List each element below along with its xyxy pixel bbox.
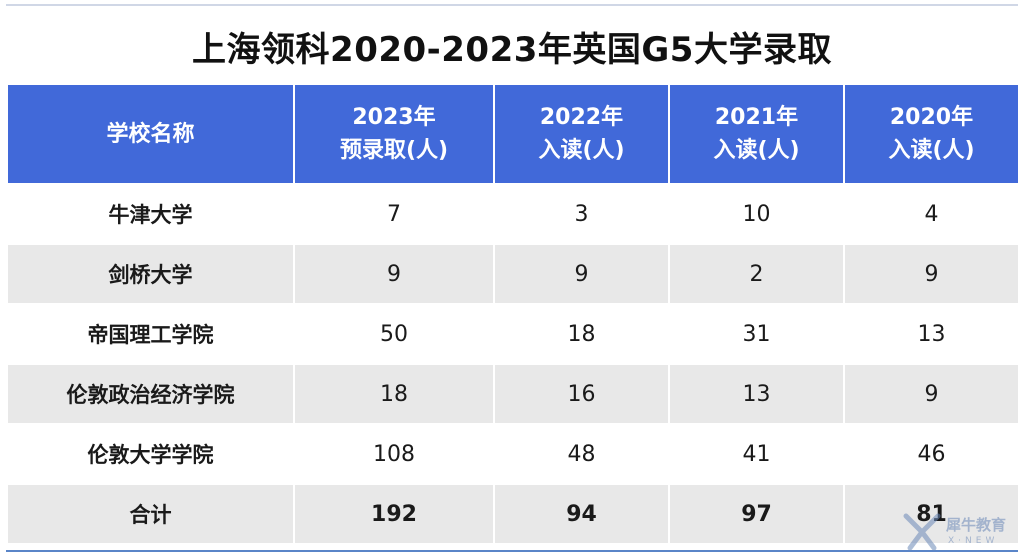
table-row: 伦敦大学学院 108 48 41 46 <box>6 423 1020 485</box>
admissions-table: 学校名称 2023年 预录取(人) 2022年 入读(人) 2021年 入读(人) 2… <box>6 83 1020 545</box>
table-row: 伦敦政治经济学院 18 16 13 9 <box>6 363 1020 425</box>
cell-2021: 2 <box>668 243 845 305</box>
cell-2022: 9 <box>493 243 670 305</box>
cell-2020: 9 <box>843 243 1020 305</box>
cell-2021: 41 <box>668 423 845 485</box>
cell-2021: 10 <box>668 183 845 245</box>
table-header-row: 学校名称 2023年 预录取(人) 2022年 入读(人) 2021年 入读(人) 2… <box>6 83 1020 185</box>
cell-2022: 18 <box>493 303 670 365</box>
cell-2021: 31 <box>668 303 845 365</box>
cell-2020: 4 <box>843 183 1020 245</box>
school-name: 伦敦政治经济学院 <box>6 363 295 425</box>
cell-2023: 18 <box>293 363 495 425</box>
cell-2023: 9 <box>293 243 495 305</box>
school-name: 剑桥大学 <box>6 243 295 305</box>
school-name: 牛津大学 <box>6 183 295 245</box>
table-row: 剑桥大学 9 9 2 9 <box>6 243 1020 305</box>
cell-2022: 48 <box>493 423 670 485</box>
cell-2022: 3 <box>493 183 670 245</box>
cell-2020: 46 <box>843 423 1020 485</box>
header-2020: 2020年 入读(人) <box>843 83 1020 185</box>
total-2020: 81 <box>843 483 1020 545</box>
bottom-divider <box>6 550 1018 552</box>
cell-2023: 7 <box>293 183 495 245</box>
cell-2023: 50 <box>293 303 495 365</box>
cell-2022: 16 <box>493 363 670 425</box>
page-title: 上海领科2020-2023年英国G5大学录取 <box>192 30 832 70</box>
top-divider <box>6 4 1018 6</box>
header-2022: 2022年 入读(人) <box>493 83 670 185</box>
cell-2020: 13 <box>843 303 1020 365</box>
header-2023: 2023年 预录取(人) <box>293 83 495 185</box>
school-name: 帝国理工学院 <box>6 303 295 365</box>
school-name: 伦敦大学学院 <box>6 423 295 485</box>
cell-2023: 108 <box>293 423 495 485</box>
table-row: 帝国理工学院 50 18 31 13 <box>6 303 1020 365</box>
header-2021: 2021年 入读(人) <box>668 83 845 185</box>
header-school: 学校名称 <box>6 83 295 185</box>
total-row: 合计 192 94 97 81 <box>6 483 1020 545</box>
total-2023: 192 <box>293 483 495 545</box>
cell-2021: 13 <box>668 363 845 425</box>
total-2022: 94 <box>493 483 670 545</box>
cell-2020: 9 <box>843 363 1020 425</box>
total-label: 合计 <box>6 483 295 545</box>
table-row: 牛津大学 7 3 10 4 <box>6 183 1020 245</box>
total-2021: 97 <box>668 483 845 545</box>
